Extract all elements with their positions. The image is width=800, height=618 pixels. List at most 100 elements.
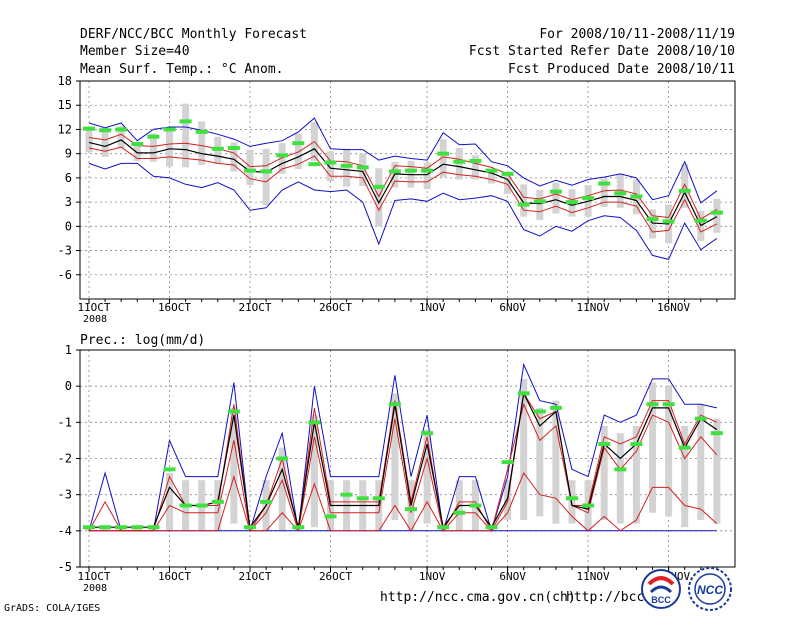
member-range-bar — [262, 148, 270, 206]
y-tick-label: 0 — [65, 379, 72, 393]
forecast-marker — [195, 129, 208, 134]
forecast-marker — [582, 196, 595, 201]
member-range-bar — [616, 433, 624, 524]
member-range-bar — [471, 155, 479, 180]
member-range-bar — [697, 404, 705, 520]
forecast-marker — [598, 442, 611, 447]
x-tick-label: 26OCT — [319, 570, 352, 583]
member-range-bar — [649, 382, 656, 513]
forecast-marker — [566, 496, 578, 501]
member-range-bar — [230, 407, 238, 524]
forecast-marker — [501, 460, 514, 465]
forecast-marker — [276, 153, 289, 158]
member-range-bar — [117, 126, 125, 149]
x-tick-label: 11OCT — [77, 570, 110, 583]
forecast-marker — [163, 127, 176, 132]
member-range-bar — [616, 173, 624, 208]
forecast-marker — [211, 146, 224, 151]
forecast-marker — [260, 169, 273, 174]
member-range-bar — [198, 121, 206, 165]
member-range-bar — [278, 447, 286, 531]
forecast-marker — [469, 158, 482, 163]
forecast-marker — [292, 525, 305, 530]
member-range-bar — [536, 190, 544, 220]
forecast-marker — [276, 456, 289, 461]
forecast-marker — [678, 445, 691, 450]
member-range-bar — [439, 139, 447, 178]
forecast-marker — [517, 391, 530, 396]
series-lower-line — [88, 146, 718, 233]
member-range-bar — [504, 173, 512, 195]
member-range-bar — [182, 103, 190, 168]
forecast-marker — [405, 507, 417, 512]
x-tick-label: 6NOV — [499, 570, 526, 583]
member-range-bar — [166, 472, 173, 531]
forecast-marker — [372, 496, 385, 501]
x-tick-label: 21OCT — [238, 301, 271, 314]
member-range-bar — [681, 164, 689, 208]
forecast-marker — [630, 442, 643, 447]
series-mean-line — [89, 391, 718, 529]
forecast-marker — [662, 402, 675, 407]
y-tick-label: -1 — [58, 415, 72, 429]
forecast-marker — [694, 416, 707, 421]
member-size: Member Size=40 — [80, 44, 190, 59]
forecast-marker — [131, 141, 144, 146]
forecast-marker — [340, 492, 353, 497]
forecast-marker — [356, 165, 369, 170]
plot-frame — [79, 80, 736, 300]
member-range-bar — [600, 425, 608, 520]
y-tick-label: 18 — [58, 74, 72, 88]
forecast-marker — [308, 162, 321, 167]
forecast-marker — [83, 525, 95, 530]
forecast-marker — [244, 525, 256, 530]
forecast-marker — [437, 151, 450, 156]
forecast-marker — [292, 141, 305, 146]
member-range-bar — [681, 425, 689, 528]
forecast-marker — [453, 510, 466, 515]
forecast-marker — [340, 163, 353, 168]
member-range-bar — [552, 182, 560, 214]
forecast-marker — [549, 405, 562, 410]
member-range-bar — [423, 429, 431, 524]
forecast-marker — [324, 514, 337, 519]
member-range-bar — [649, 209, 656, 239]
forecast-marker — [308, 420, 321, 425]
forecast-marker — [244, 168, 256, 173]
series-max-line — [88, 362, 718, 533]
forecast-marker — [582, 503, 595, 508]
ncc-url: http://ncc.cma.gov.cn(ch) — [380, 590, 576, 605]
forecast-marker — [614, 191, 627, 196]
forecast-marker — [99, 525, 112, 530]
forecast-start-date: Fcst Started Refer Date 2008/10/10 — [468, 44, 735, 59]
forecast-marker — [533, 409, 546, 414]
chart-title: DERF/NCC/BCC Monthly Forecast — [80, 27, 307, 42]
forecast-marker — [549, 189, 562, 194]
forecast-marker — [421, 431, 434, 436]
y-tick-label: 9 — [65, 147, 72, 161]
member-range-bar — [166, 128, 173, 167]
forecast-marker — [356, 496, 369, 501]
forecast-marker — [372, 184, 385, 189]
forecast-produced-date: Fcst Produced Date 2008/10/11 — [508, 62, 735, 77]
member-range-bar — [149, 133, 157, 162]
bcc-logo: BCC — [641, 569, 681, 609]
forecast-marker — [179, 503, 192, 508]
svg-text:NCC: NCC — [697, 583, 723, 597]
forecast-marker — [147, 134, 160, 139]
forecast-marker — [405, 168, 417, 173]
panel-temperature — [76, 80, 736, 304]
x-tick-label: 6NOV — [499, 301, 526, 314]
forecast-marker — [163, 467, 176, 472]
x-tick-label: 1NOV — [419, 301, 446, 314]
member-range-bar — [101, 127, 109, 157]
forecast-marker — [566, 200, 578, 205]
x-year-label: 2008 — [83, 583, 107, 594]
x-tick-label: 1NOV — [419, 570, 446, 583]
forecast-marker — [227, 146, 240, 151]
forecast-marker — [501, 171, 514, 176]
y-tick-label: 1 — [65, 343, 72, 357]
x-tick-label: 16OCT — [158, 570, 191, 583]
forecast-marker — [324, 160, 337, 165]
